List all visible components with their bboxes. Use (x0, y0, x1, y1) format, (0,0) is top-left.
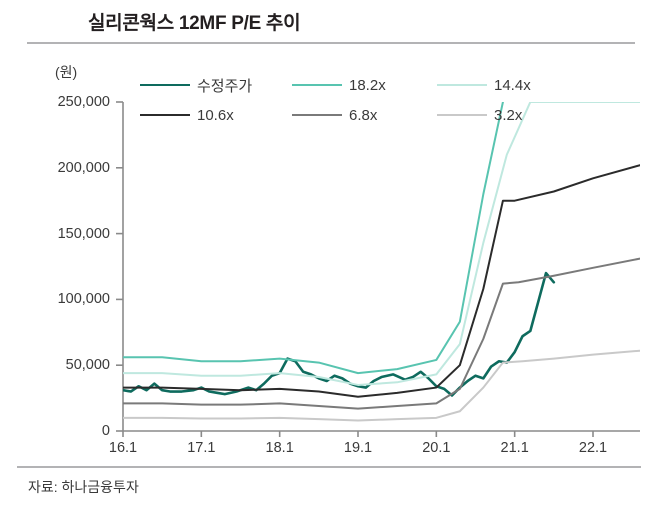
x-axis-tick-label: 22.1 (578, 440, 608, 456)
y-axis-tick-label: 0 (101, 423, 110, 439)
y-axis-tick-label: 100,000 (57, 291, 110, 308)
legend-swatch-18-2x (292, 84, 342, 86)
legend-item-3-2x[interactable]: 3.2x (437, 107, 522, 124)
y-axis-tick-label: 200,000 (57, 159, 110, 176)
x-axis-tick-label: 19.1 (343, 440, 373, 456)
axis-ticks (116, 101, 594, 437)
series-lines (123, 102, 640, 422)
page-title: 실리콘웍스 12MF P/E 추이 (88, 13, 301, 34)
series-line (123, 257, 640, 410)
legend-label-14-4x: 14.4x (494, 76, 531, 94)
legend-label-6-8x: 6.8x (349, 106, 378, 124)
x-axis-tick-label: 21.1 (500, 440, 529, 456)
x-axis-tick-label: 17.1 (187, 440, 216, 456)
legend-label-3-2x: 3.2x (494, 106, 523, 124)
series-line (123, 102, 640, 386)
legend-swatch-3-2x (437, 114, 487, 116)
x-axis-tick-label: 16.1 (108, 440, 138, 456)
legend-item-6-8x[interactable]: 6.8x (292, 107, 437, 124)
source-note: 자료: 하나금융투자 (28, 479, 139, 495)
legend-label-10-6x: 10.6x (197, 106, 234, 124)
y-axis-tick-label: 50,000 (65, 357, 110, 374)
legend-item-18-2x[interactable]: 18.2x (292, 77, 437, 94)
legend-item-10-6x[interactable]: 10.6x (140, 107, 292, 124)
legend-item-price[interactable]: 수정주가 (140, 75, 292, 96)
series-line (123, 164, 640, 398)
legend-label-18-2x: 18.2x (349, 76, 386, 94)
series-line (123, 102, 504, 375)
legend-swatch-14-4x (437, 84, 487, 86)
legend-label-price: 수정주가 (197, 77, 253, 95)
y-axis-tick-label: 250,000 (57, 94, 110, 110)
legend-swatch-price (140, 84, 190, 86)
title-divider (27, 42, 635, 44)
y-axis-unit-label: (원) (55, 64, 78, 80)
series-line (123, 349, 640, 422)
legend-swatch-6-8x (292, 114, 342, 116)
legend-swatch-10-6x (140, 114, 190, 116)
axis-lines (122, 102, 640, 432)
x-axis-tick-label: 18.1 (265, 440, 294, 456)
series-line (123, 271, 556, 397)
chart-legend: 수정주가 18.2x 14.4x 10.6x 6.8x 3.2x (140, 70, 600, 130)
legend-row-2: 10.6x 6.8x 3.2x (140, 100, 600, 130)
legend-item-14-4x[interactable]: 14.4x (437, 77, 531, 94)
y-axis-tick-label: 150,000 (57, 225, 110, 242)
footer-divider (17, 466, 641, 468)
x-axis-tick-label: 20.1 (422, 440, 451, 456)
legend-row-1: 수정주가 18.2x 14.4x (140, 70, 600, 100)
